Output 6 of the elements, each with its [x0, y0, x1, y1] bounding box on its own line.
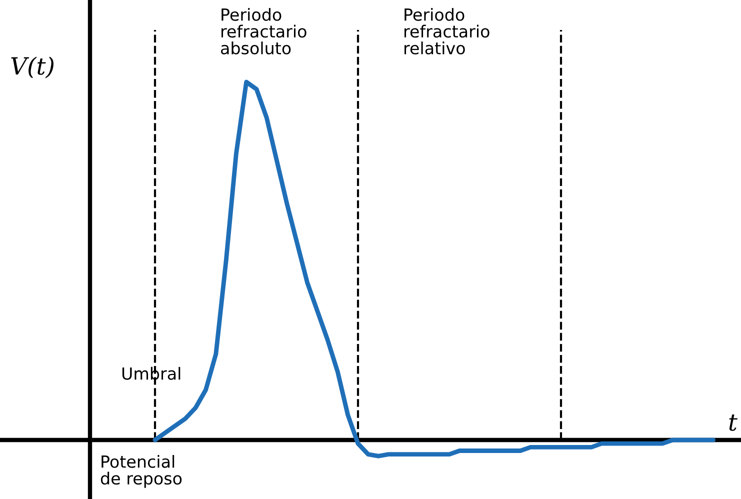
text: Periodo refractario absoluto	[221, 8, 306, 54]
y-axis-title: V(t)	[11, 56, 54, 78]
annotation: Umbral	[122, 366, 180, 380]
annotation: Potencial de reposo	[100, 455, 182, 488]
x-axis-title: t	[729, 414, 738, 431]
text: Periodo refractario relativo	[404, 8, 490, 54]
